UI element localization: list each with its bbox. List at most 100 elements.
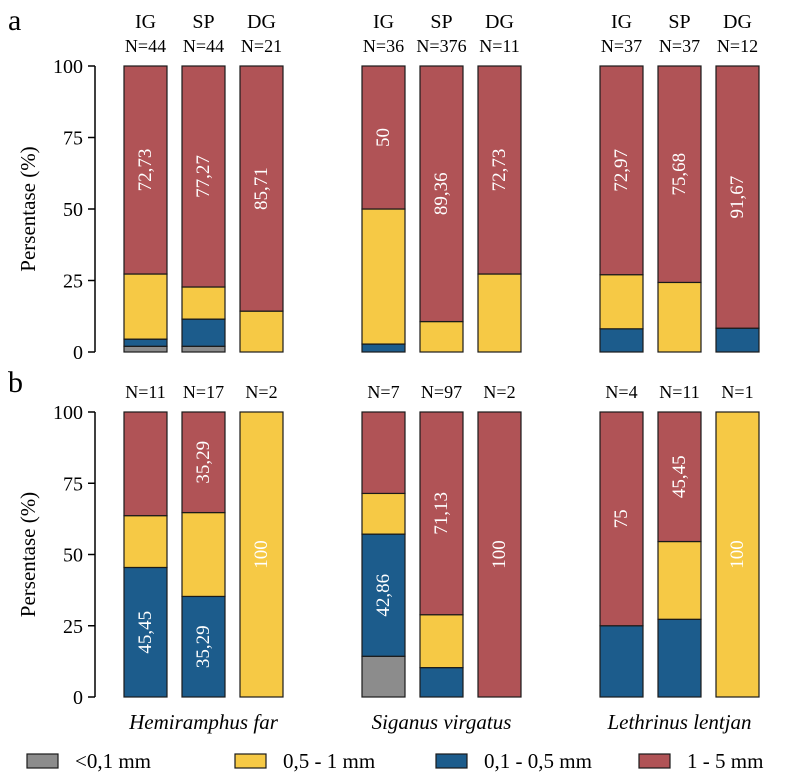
- bar-segment-mm1_5: [715, 65, 760, 329]
- bar-data-label: 89,36: [431, 172, 452, 215]
- bar-data-label: 72,73: [135, 149, 156, 192]
- bar-segment-mm0_5_1: [361, 492, 406, 535]
- bar-segment-mm1_5: [419, 65, 464, 323]
- bar-data-label: 100: [489, 540, 510, 569]
- bar-segment-mm0_1_0_5: [657, 618, 702, 698]
- bar-segment-mm0_1_0_5: [419, 667, 464, 698]
- bar-segment-mm0_5_1: [181, 511, 226, 598]
- bar-segment-mm0_5_1: [239, 310, 284, 353]
- bar-group-label: DG: [485, 11, 514, 33]
- y-tick-label: 25: [63, 271, 83, 293]
- bar-segment-lt0_1: [123, 345, 168, 353]
- legend-swatch-mm0_5_1: [234, 753, 267, 769]
- bar-data-label: 75: [611, 509, 632, 528]
- bar-n-label: N=376: [416, 36, 466, 56]
- bar-segment-mm0_5_1: [123, 273, 168, 340]
- bar-segment-mm0_1_0_5: [123, 566, 168, 698]
- bar-segment-mm0_1_0_5: [599, 625, 644, 698]
- bar-n-label: N=36: [363, 36, 404, 56]
- bar-data-label: 35,29: [193, 625, 214, 668]
- bar-data-label: 72,97: [611, 149, 632, 192]
- legend-label: <0,1 mm: [75, 749, 151, 773]
- bar-segment-mm0_1_0_5: [181, 595, 226, 698]
- bar-segment-mm1_5: [657, 65, 702, 284]
- bar-group-label: SP: [668, 11, 690, 33]
- bar-data-label: 75,68: [669, 153, 690, 196]
- bar-n-label: N=44: [125, 36, 166, 56]
- bar-data-label: 100: [727, 540, 748, 569]
- legend-label: 1 - 5 mm: [687, 749, 763, 773]
- bar-group-label: DG: [247, 11, 276, 33]
- bar-data-label: 85,71: [251, 167, 272, 210]
- bar-segment-mm1_5: [477, 411, 522, 698]
- bar-segment-mm0_5_1: [181, 286, 226, 320]
- bar-segment-mm0_5_1: [239, 411, 284, 698]
- bar-data-label: 100: [251, 540, 272, 569]
- bar-data-label: 35,29: [193, 441, 214, 484]
- bar-segment-mm0_5_1: [419, 320, 464, 353]
- bar-group-label: IG: [135, 11, 156, 33]
- bar-n-label: N=1: [721, 382, 753, 402]
- bar-n-label: N=37: [659, 36, 700, 56]
- bar-data-label: 71,13: [431, 492, 452, 535]
- bar-group-label: SP: [192, 11, 214, 33]
- bar-segment-mm0_5_1: [715, 411, 760, 698]
- bar-n-label: N=11: [659, 382, 699, 402]
- legend-swatch-mm1_5: [638, 753, 671, 769]
- bar-data-label: 50: [373, 128, 394, 147]
- bar-segment-mm1_5: [181, 65, 226, 288]
- bar-segment-mm0_5_1: [123, 515, 168, 569]
- bar-n-label: N=2: [483, 382, 515, 402]
- y-tick-label: 100: [53, 56, 83, 78]
- bar-segment-mm0_1_0_5: [361, 533, 406, 657]
- bar-group-label: IG: [373, 11, 394, 33]
- bar-n-label: N=2: [245, 382, 277, 402]
- bar-n-label: N=12: [717, 36, 758, 56]
- bar-data-label: 91,67: [727, 176, 748, 219]
- bar-segment-mm1_5: [599, 65, 644, 276]
- bar-segment-mm1_5: [419, 411, 464, 616]
- y-axis-label: Persentase (%): [16, 146, 40, 271]
- bar-n-label: N=11: [125, 382, 165, 402]
- bar-n-label: N=11: [479, 36, 519, 56]
- bar-segment-mm0_5_1: [657, 281, 702, 353]
- bar-group-label: DG: [723, 11, 752, 33]
- y-tick-label: 100: [53, 402, 83, 424]
- bar-segment-mm1_5: [181, 411, 226, 514]
- bar-data-label: 45,45: [135, 611, 156, 654]
- bar-segment-mm0_5_1: [599, 274, 644, 330]
- bar-segment-mm1_5: [239, 65, 284, 312]
- bar-segment-mm0_1_0_5: [599, 328, 644, 353]
- y-tick-label: 75: [63, 128, 83, 150]
- bar-segment-mm1_5: [477, 65, 522, 275]
- legend-label: 0,5 - 1 mm: [283, 749, 375, 773]
- panel-label-b: b: [8, 366, 23, 399]
- bar-segment-lt0_1: [361, 655, 406, 698]
- bar-segment-mm0_5_1: [361, 208, 406, 345]
- y-tick-label: 50: [63, 545, 83, 567]
- bar-n-label: N=21: [241, 36, 282, 56]
- y-tick-label: 0: [73, 342, 83, 364]
- bar-segment-mm0_5_1: [419, 614, 464, 669]
- bar-segment-mm0_5_1: [477, 273, 522, 353]
- bar-segment-mm1_5: [361, 411, 406, 495]
- bar-segment-mm0_1_0_5: [361, 343, 406, 353]
- y-tick-label: 25: [63, 616, 83, 638]
- bar-segment-mm0_1_0_5: [181, 318, 226, 347]
- bar-segment-mm1_5: [599, 411, 644, 627]
- bar-n-label: N=7: [367, 382, 399, 402]
- bar-data-label: 42,86: [373, 574, 394, 617]
- species-label: Lethrinus lentjan: [606, 710, 751, 734]
- y-tick-label: 0: [73, 687, 83, 709]
- y-tick-label: 75: [63, 473, 83, 495]
- legend-swatch-mm0_1_0_5: [435, 753, 468, 769]
- panel-label-a: a: [8, 4, 21, 37]
- bar-n-label: N=44: [183, 36, 224, 56]
- bar-group-label: IG: [611, 11, 632, 33]
- bar-segment-mm1_5: [657, 411, 702, 543]
- bar-n-label: N=4: [605, 382, 637, 402]
- bar-n-label: N=17: [183, 382, 224, 402]
- y-tick-label: 50: [63, 199, 83, 221]
- bar-n-label: N=37: [601, 36, 642, 56]
- bar-segment-mm1_5: [361, 65, 406, 210]
